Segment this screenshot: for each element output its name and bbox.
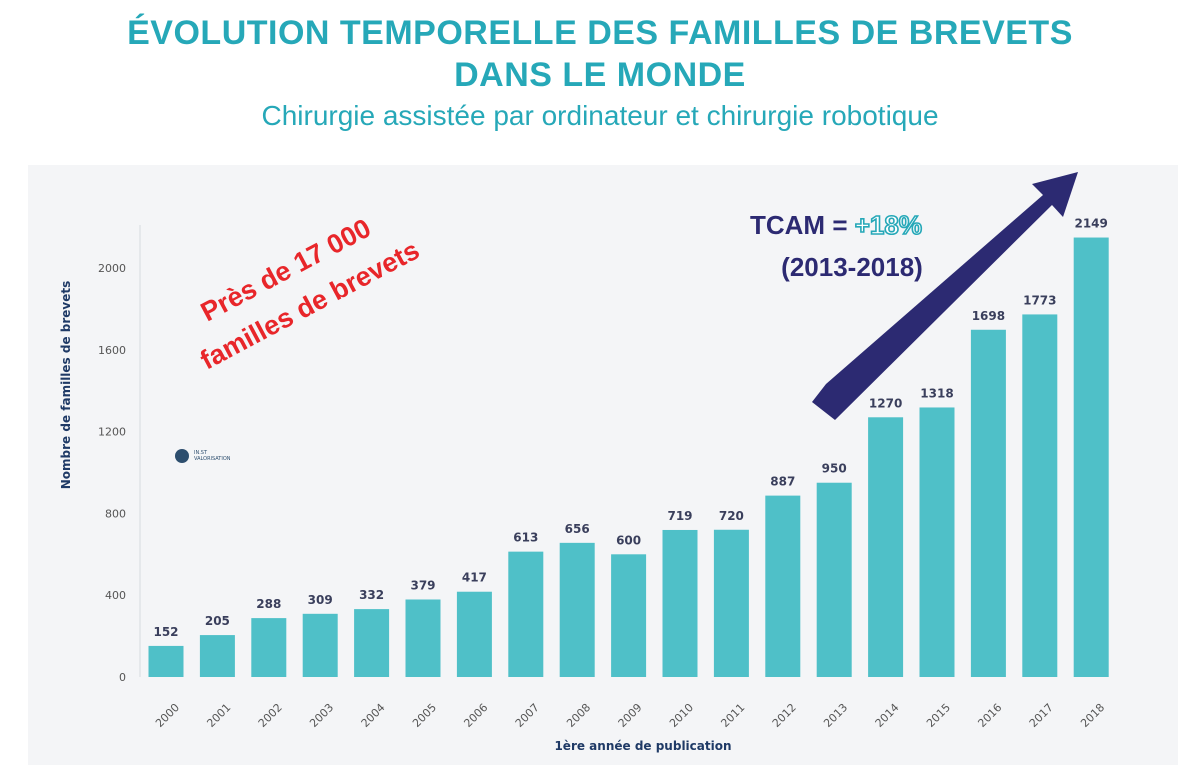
y-tick-label: 1600 bbox=[98, 344, 126, 357]
bar bbox=[508, 551, 544, 677]
bar bbox=[199, 635, 235, 677]
bar bbox=[919, 407, 955, 677]
growth-arrow-icon bbox=[812, 172, 1078, 420]
data-label: 1270 bbox=[869, 396, 902, 410]
data-label: 613 bbox=[513, 531, 538, 545]
y-tick-label: 1200 bbox=[98, 426, 126, 439]
bar bbox=[559, 542, 595, 677]
data-label: 288 bbox=[256, 597, 281, 611]
data-label: 887 bbox=[770, 475, 795, 489]
chart-subtitle: Chirurgie assistée par ordinateur et chi… bbox=[261, 100, 939, 131]
data-label: 950 bbox=[822, 462, 847, 476]
logo-icon bbox=[175, 449, 189, 463]
x-tick-label: 2018 bbox=[1078, 701, 1107, 730]
bar bbox=[662, 529, 698, 677]
data-label: 719 bbox=[667, 509, 692, 523]
data-label: 417 bbox=[462, 571, 487, 585]
tcam-value: +18% bbox=[855, 210, 922, 240]
bar bbox=[302, 613, 338, 677]
x-tick-label: 2014 bbox=[873, 701, 902, 730]
bar bbox=[354, 609, 390, 677]
bar bbox=[970, 329, 1006, 677]
logo-name: IN.ST bbox=[194, 450, 208, 456]
data-label: 656 bbox=[565, 522, 590, 536]
bar bbox=[456, 591, 492, 677]
x-tick-label: 2005 bbox=[410, 701, 439, 730]
data-label: 600 bbox=[616, 533, 641, 547]
data-label: 379 bbox=[410, 578, 435, 592]
x-tick-label: 2010 bbox=[667, 701, 696, 730]
y-tick-label: 2000 bbox=[98, 262, 126, 275]
bar bbox=[405, 599, 441, 677]
data-label: 1773 bbox=[1023, 293, 1056, 307]
tcam-label: TCAM = +18% bbox=[750, 210, 922, 240]
x-axis-title: 1ère année de publication bbox=[554, 739, 731, 753]
x-tick-label: 2012 bbox=[770, 701, 799, 730]
data-label: 720 bbox=[719, 509, 744, 523]
tcam-period: (2013-2018) bbox=[781, 252, 923, 282]
bar bbox=[251, 618, 287, 677]
tcam-prefix: TCAM = bbox=[750, 210, 855, 240]
x-tick-label: 2003 bbox=[307, 701, 336, 730]
x-tick-label: 2006 bbox=[461, 701, 490, 730]
logo: IN.ST VALORISATION bbox=[175, 449, 254, 463]
x-tick-label: 2007 bbox=[513, 701, 542, 730]
x-tick-label: 2011 bbox=[718, 701, 747, 730]
data-label: 152 bbox=[153, 625, 178, 639]
x-tick-label: 2009 bbox=[616, 701, 645, 730]
bar bbox=[765, 495, 801, 677]
x-tick-label: 2017 bbox=[1027, 701, 1056, 730]
data-label: 1318 bbox=[920, 386, 953, 400]
logo-text: VALORISATION bbox=[194, 456, 231, 462]
x-tick-label: 2013 bbox=[821, 701, 850, 730]
bar bbox=[713, 529, 749, 677]
chart-title-line2: DANS LE MONDE bbox=[454, 56, 746, 94]
data-label: 309 bbox=[308, 593, 333, 607]
y-tick-label: 400 bbox=[105, 589, 126, 602]
data-label: 205 bbox=[205, 614, 230, 628]
bar bbox=[1073, 237, 1109, 678]
data-label: 1698 bbox=[972, 309, 1005, 323]
bar bbox=[868, 417, 904, 677]
y-tick-label: 800 bbox=[105, 507, 126, 520]
bar bbox=[148, 645, 184, 677]
x-tick-label: 2008 bbox=[564, 701, 593, 730]
x-tick-label: 2002 bbox=[256, 701, 285, 730]
y-tick-label: 0 bbox=[119, 671, 126, 684]
x-tick-label: 2004 bbox=[359, 701, 388, 730]
x-tick-label: 2000 bbox=[153, 701, 182, 730]
data-label: 2149 bbox=[1074, 217, 1107, 231]
x-tick-label: 2015 bbox=[924, 701, 953, 730]
x-tick-label: 2001 bbox=[204, 701, 233, 730]
bar bbox=[1022, 314, 1058, 677]
y-axis-title: Nombre de familles de brevets bbox=[59, 281, 73, 490]
x-tick-label: 2016 bbox=[975, 701, 1004, 730]
bar bbox=[816, 482, 852, 677]
data-label: 332 bbox=[359, 588, 384, 602]
chart-title-line1: ÉVOLUTION TEMPORELLE DES FAMILLES DE BRE… bbox=[127, 14, 1073, 52]
bar bbox=[611, 554, 647, 677]
